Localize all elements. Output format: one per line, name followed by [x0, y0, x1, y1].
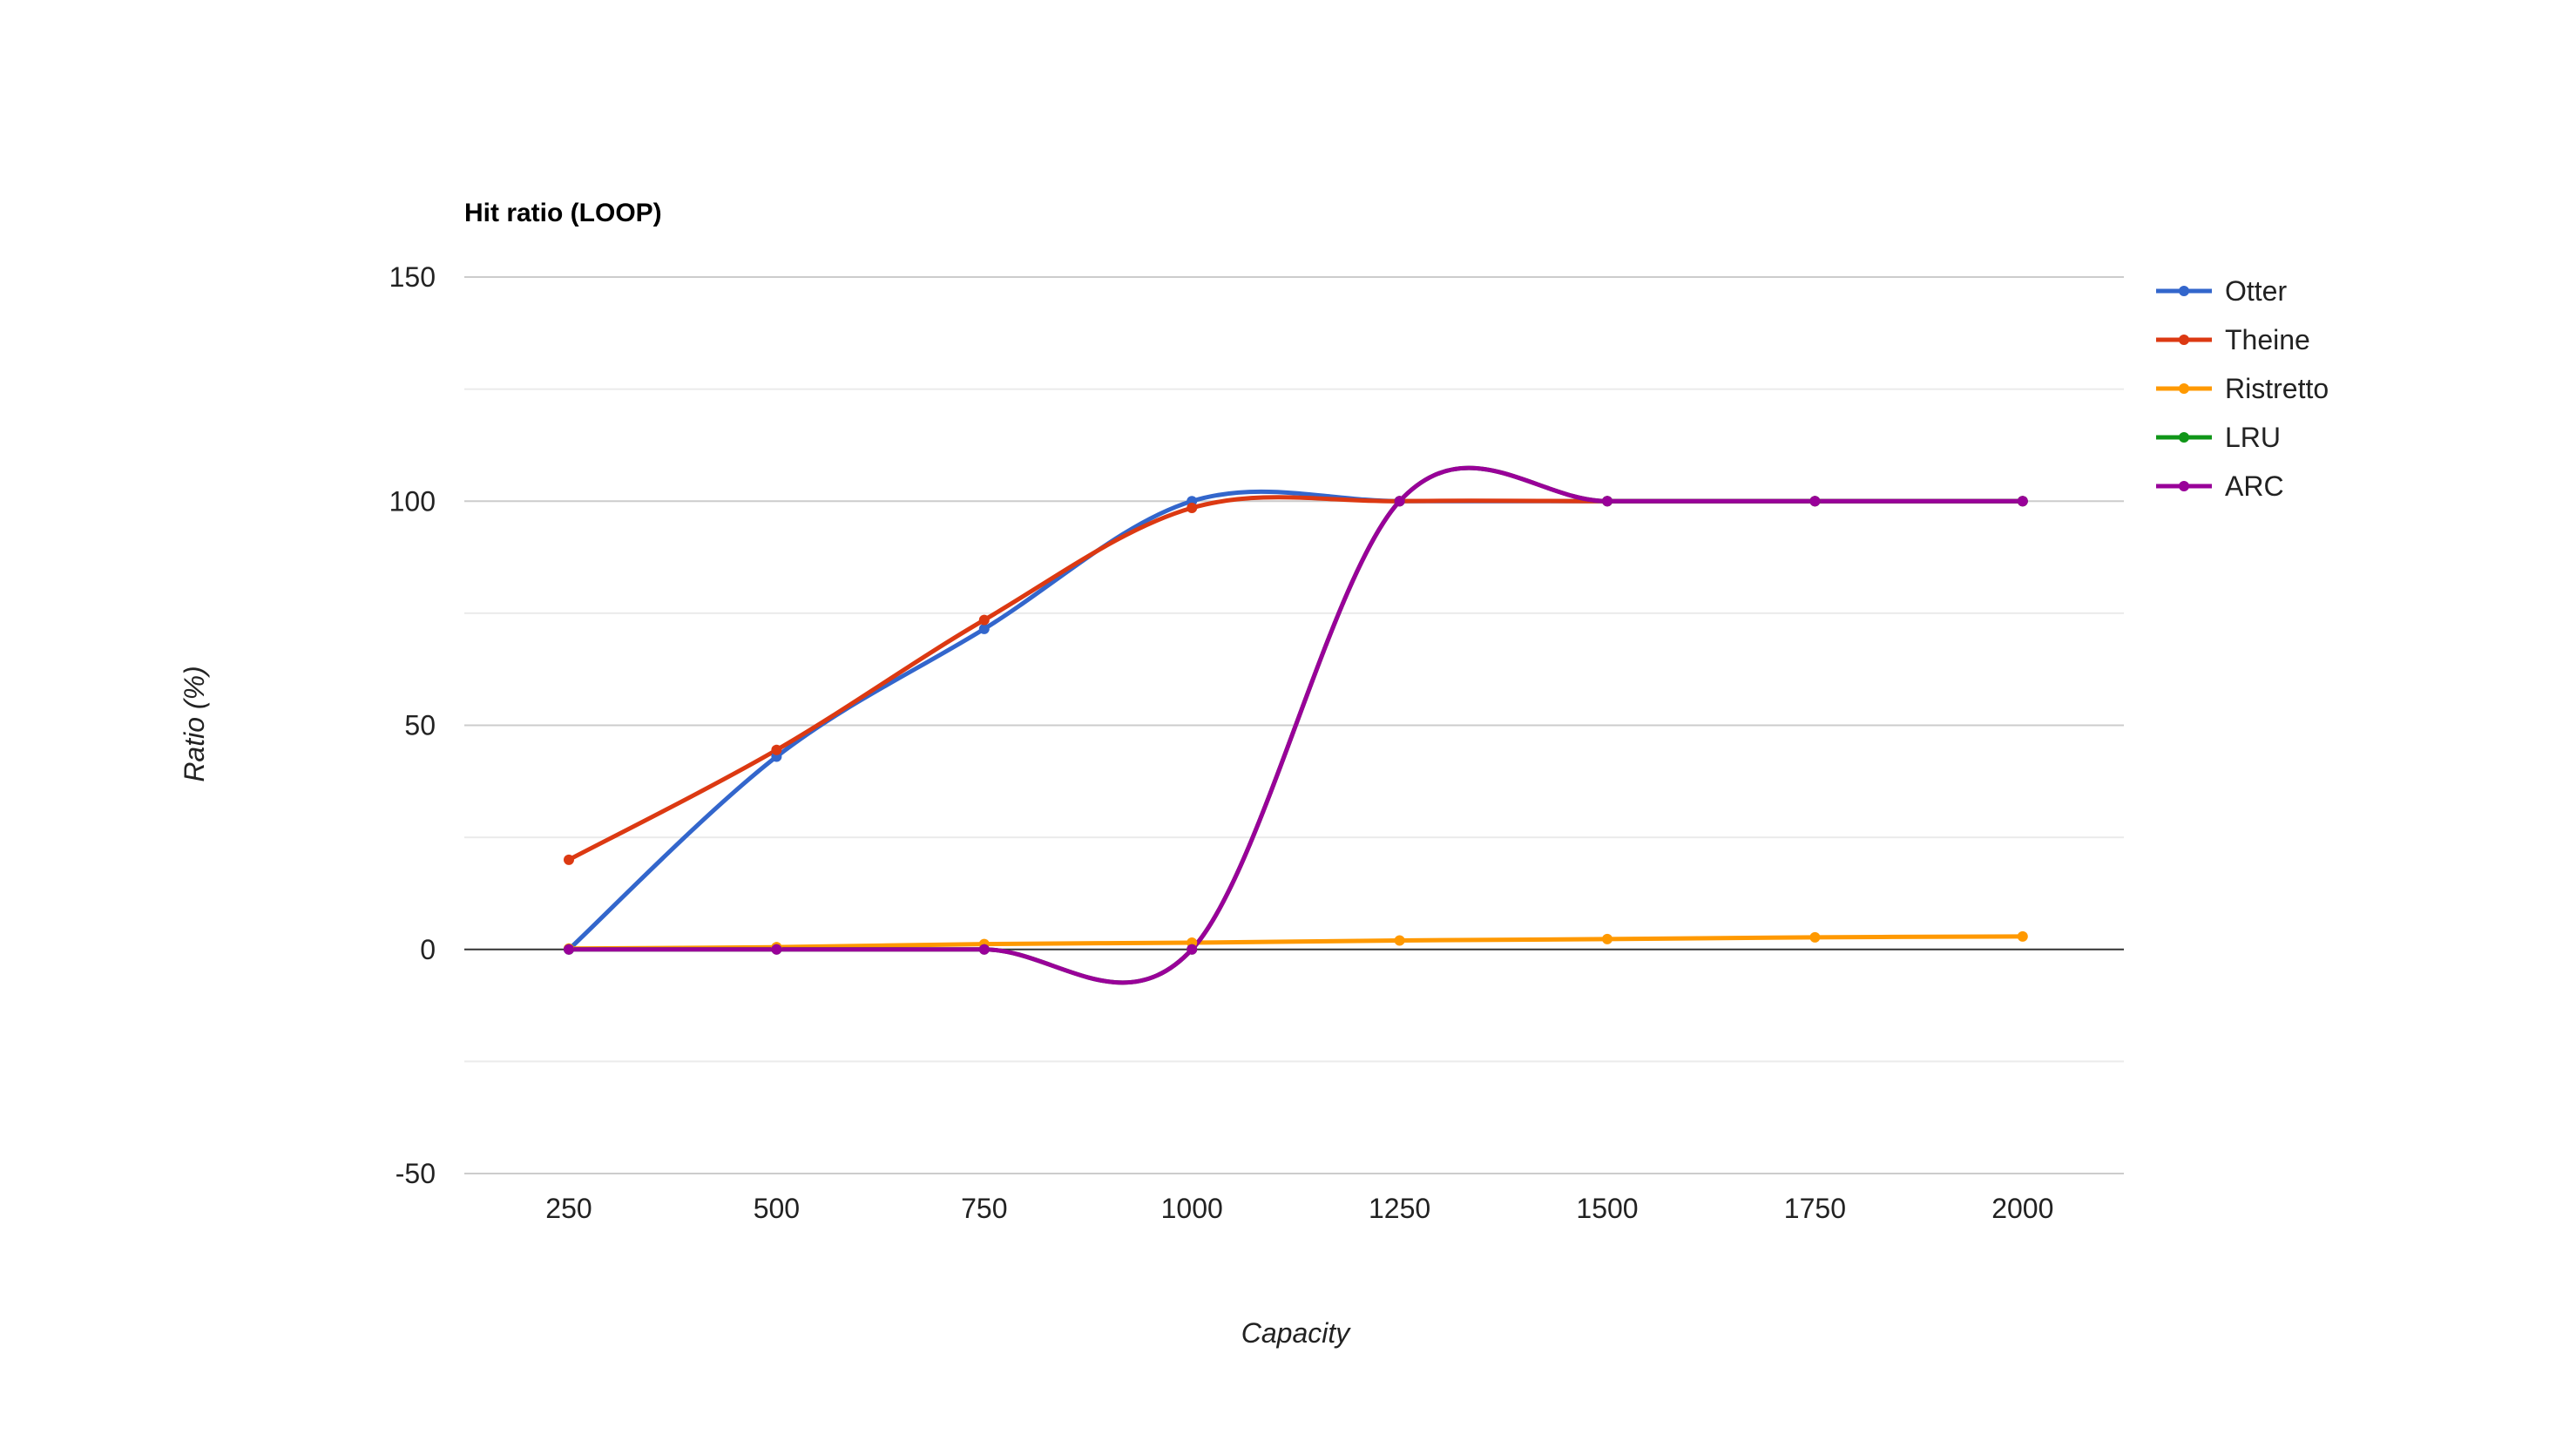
y-tick-label: -50 — [396, 1158, 436, 1189]
x-tick-label: 1000 — [1161, 1193, 1223, 1224]
legend-swatch-point — [2179, 383, 2189, 394]
series-lines — [566, 465, 2025, 985]
x-axis-title: Capacity — [1241, 1317, 1352, 1349]
data-point-ristretto — [1602, 933, 1613, 944]
data-point-otter — [978, 623, 990, 634]
x-tick-label: 750 — [961, 1193, 1007, 1224]
legend-label: Otter — [2225, 275, 2287, 307]
chart-title: Hit ratio (LOOP) — [464, 199, 662, 227]
data-point-arc — [1602, 496, 1613, 507]
legend-item-lru: LRU — [2156, 422, 2281, 453]
data-point-theine — [1187, 502, 1198, 513]
y-tick-label: 100 — [389, 485, 436, 517]
x-tick-label: 250 — [545, 1193, 592, 1224]
legend-swatch-point — [2179, 432, 2189, 443]
data-point-arc — [564, 944, 574, 955]
y-tick-label: 150 — [389, 261, 436, 293]
y-axis-title: Ratio (%) — [179, 666, 210, 781]
data-point-theine — [978, 614, 990, 626]
data-point-ristretto — [1809, 931, 1821, 943]
legend-label: ARC — [2225, 470, 2284, 502]
x-axis-ticks: 250 500 750 1000 1250 1500 1750 2000 — [545, 1193, 2053, 1224]
legend-item-arc: ARC — [2156, 470, 2284, 502]
data-point-arc — [978, 944, 990, 955]
series-line-theine — [566, 495, 2025, 863]
legend-item-theine: Theine — [2156, 324, 2310, 355]
x-tick-label: 1250 — [1369, 1193, 1430, 1224]
data-point-ristretto — [1394, 935, 1405, 946]
data-point-arc — [1809, 496, 1821, 507]
y-tick-label: 50 — [404, 710, 436, 741]
data-point-theine — [771, 744, 782, 755]
legend-item-otter: Otter — [2156, 275, 2287, 307]
series-line-ristretto — [566, 934, 2025, 951]
legend: Otter Theine Ristretto LRU ARC — [2156, 275, 2329, 502]
data-point-theine — [564, 854, 574, 865]
legend-item-ristretto: Ristretto — [2156, 373, 2329, 404]
legend-swatch-point — [2179, 481, 2189, 491]
series-points — [564, 496, 2028, 955]
data-point-arc — [1394, 496, 1405, 507]
data-point-arc — [1187, 944, 1198, 955]
legend-label: LRU — [2225, 422, 2281, 453]
data-point-ristretto — [2017, 930, 2028, 942]
legend-swatch-point — [2179, 335, 2189, 345]
series-line-arc — [566, 465, 2025, 985]
y-tick-label: 0 — [420, 934, 436, 965]
data-point-arc — [771, 944, 782, 955]
x-tick-label: 2000 — [1991, 1193, 2053, 1224]
x-tick-label: 500 — [754, 1193, 800, 1224]
legend-swatch-point — [2179, 286, 2189, 296]
y-axis-ticks: -50 0 50 100 150 — [389, 261, 436, 1189]
legend-label: Theine — [2225, 324, 2310, 355]
data-point-arc — [2017, 496, 2028, 507]
x-tick-label: 1500 — [1576, 1193, 1638, 1224]
x-tick-label: 1750 — [1784, 1193, 1846, 1224]
legend-label: Ristretto — [2225, 373, 2329, 404]
